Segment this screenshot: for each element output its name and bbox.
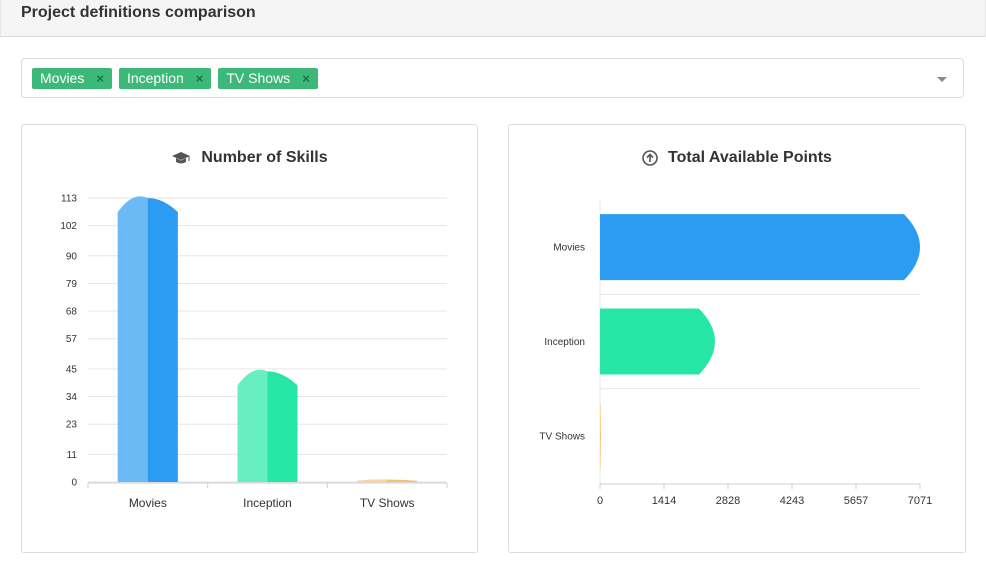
tag-movies: Movies × (32, 68, 112, 89)
bar-movies (600, 214, 920, 281)
tag-tv-shows: TV Shows × (218, 68, 318, 89)
remove-tag-icon[interactable]: × (96, 71, 104, 86)
points-chart-title-text: Total Available Points (668, 149, 832, 166)
y-tick-label: 0 (71, 478, 77, 489)
points-bar-chart: 0 1414 2828 4243 5657 7071 Movies Inception TV S… (539, 200, 932, 507)
page-title: Project definitions comparison (21, 4, 256, 21)
y-tick-label: Inception (544, 337, 585, 348)
page-header: Project definitions comparison (0, 0, 986, 37)
x-tick-label: 5657 (844, 495, 868, 507)
graduation-cap-icon (171, 151, 191, 165)
selected-tags: Movies × Inception × TV Shows × (32, 68, 318, 89)
y-tick-label: 90 (66, 251, 78, 262)
x-tick-label: Inception (243, 496, 292, 510)
points-chart-title: Total Available Points (509, 149, 965, 167)
skills-bar-chart: 0 11 23 34 45 57 68 79 90 102 113 Movies Inception TV… (60, 194, 448, 510)
remove-tag-icon[interactable]: × (195, 71, 204, 86)
bar-highlight (237, 369, 268, 482)
bar-highlight (117, 196, 148, 482)
bar-inception (600, 308, 715, 375)
skills-chart-title: Number of Skills (22, 149, 477, 167)
x-tick-label: 4243 (780, 495, 804, 507)
x-tick-label: 1414 (652, 495, 676, 507)
bar-highlight (357, 479, 388, 482)
points-chart-panel: Total Available Points 0 1414 2828 4243 5657… (508, 124, 966, 553)
tag-label: Inception (126, 70, 184, 86)
x-tick-label: Movies (129, 496, 167, 510)
tag-inception: Inception × (118, 68, 212, 89)
skills-chart-title-text: Number of Skills (201, 149, 328, 166)
y-tick-label: 102 (60, 221, 77, 232)
remove-tag-icon[interactable]: × (302, 71, 310, 86)
y-tick-label: 23 (66, 420, 78, 431)
y-tick-label: 113 (61, 194, 77, 205)
y-tick-label: 57 (66, 334, 78, 345)
bar-tv-shows (600, 402, 601, 469)
x-tick-label: TV Shows (360, 496, 415, 510)
x-tick-label: 2828 (716, 495, 740, 507)
y-tick-label: TV Shows (539, 431, 585, 442)
tag-label: TV Shows (226, 70, 291, 86)
tag-label: Movies (40, 70, 85, 86)
y-tick-label: 79 (66, 279, 78, 290)
arrow-up-circle-icon (642, 150, 658, 166)
project-multiselect[interactable]: Movies × Inception × TV Shows × (21, 58, 964, 98)
y-tick-label: 45 (66, 364, 78, 375)
skills-chart-panel: Number of Skills 0 11 23 34 45 57 68 79 90 102 113… (21, 124, 478, 553)
y-tick-label: 68 (66, 307, 78, 318)
y-tick-label: 11 (67, 450, 78, 461)
x-tick-label: 0 (597, 495, 603, 507)
dropdown-caret-icon[interactable] (937, 77, 947, 82)
y-tick-label: 34 (66, 392, 78, 403)
x-tick-label: 7071 (908, 495, 932, 507)
y-tick-label: Movies (553, 243, 585, 254)
